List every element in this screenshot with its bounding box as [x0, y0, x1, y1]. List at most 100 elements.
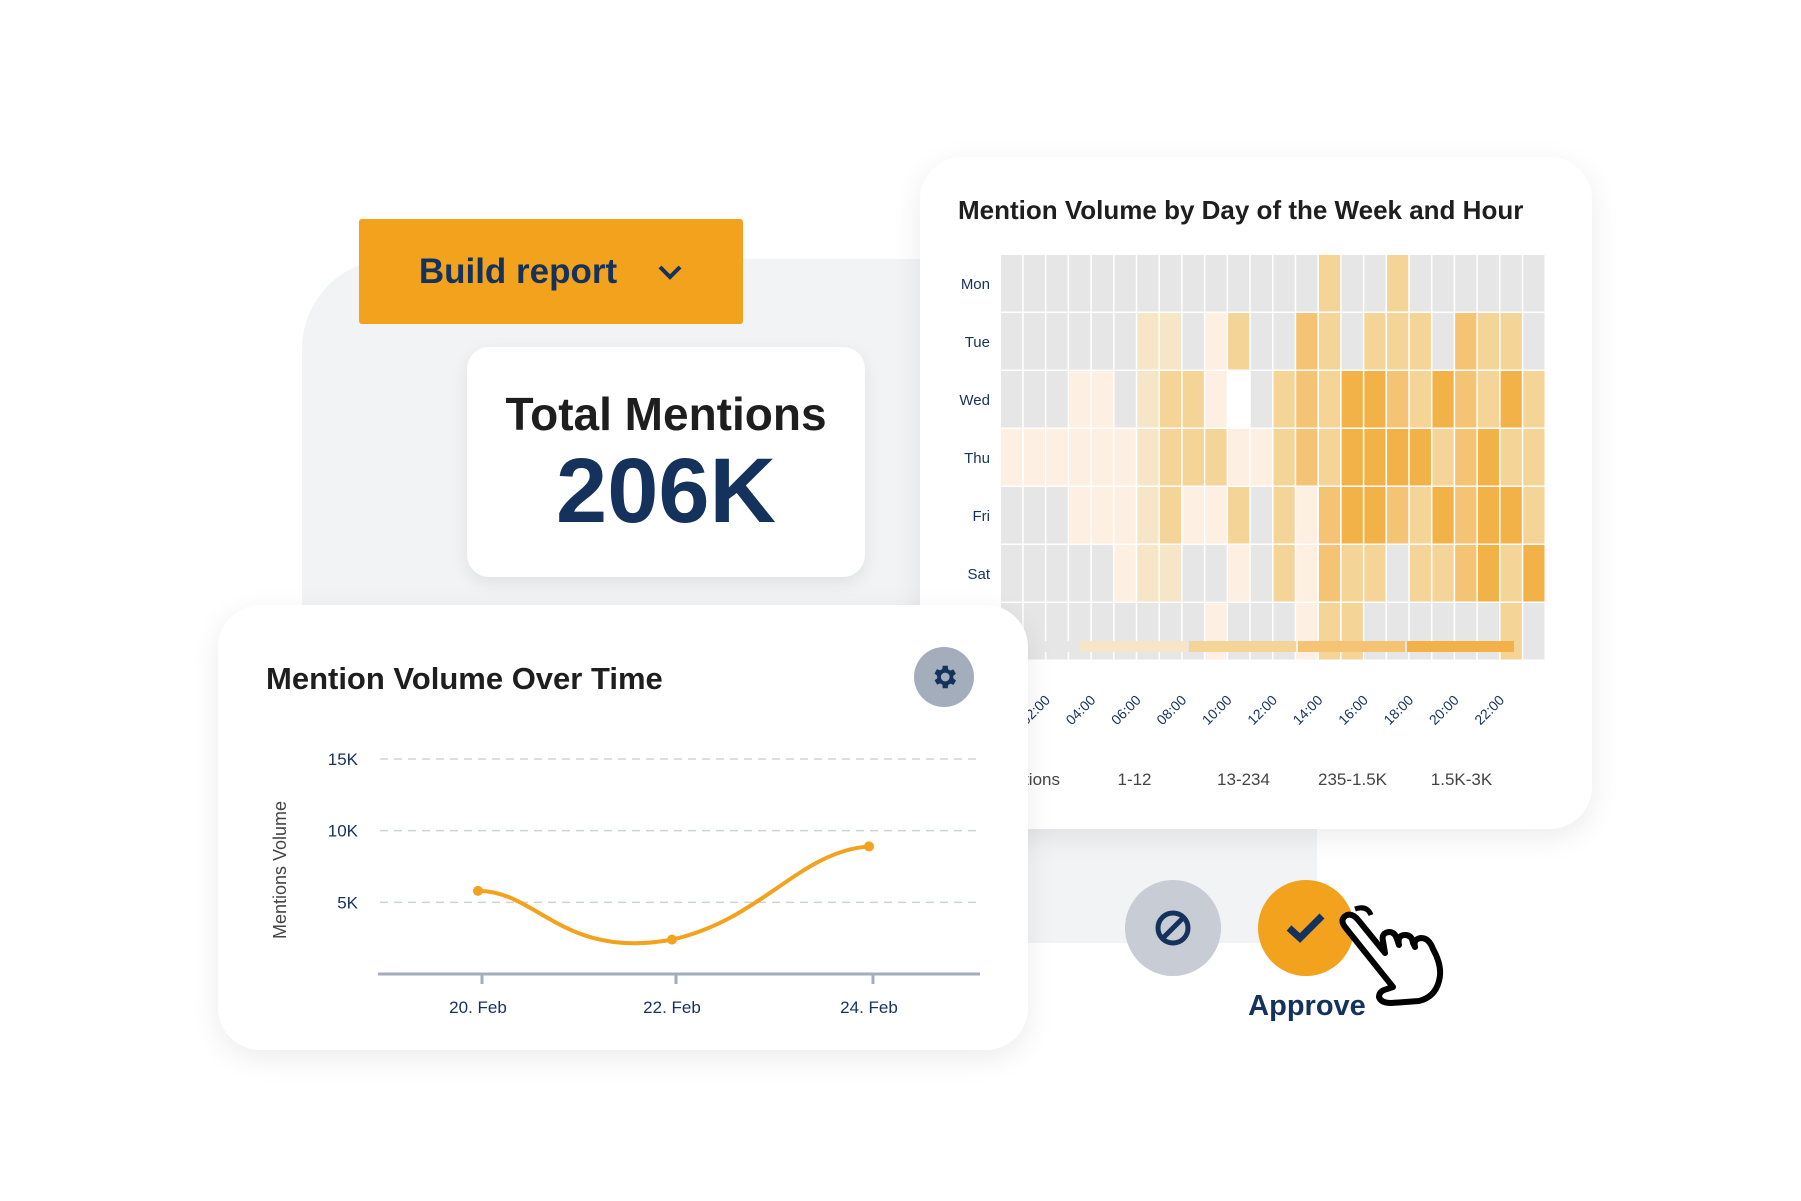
heatmap-cell [1409, 545, 1431, 602]
heatmap-cell [1273, 487, 1295, 544]
heatmap-cell [1523, 487, 1545, 544]
heatmap-cell [1387, 371, 1409, 428]
total-mentions-label: Total Mentions [505, 388, 827, 440]
heatmap-cell [1500, 487, 1522, 544]
heatmap-cell [1273, 545, 1295, 602]
y-axis-label: Mentions Volume [270, 801, 290, 939]
legend-label: 235-1.5K [1318, 770, 1388, 789]
heatmap-cell [1182, 255, 1204, 312]
heatmap-cell [1114, 429, 1136, 486]
heatmap-cell [1159, 313, 1182, 370]
heatmap-cell [1318, 429, 1341, 486]
heatmap-cell [1069, 429, 1091, 486]
heatmap-cell [1387, 487, 1409, 544]
heatmap-cell [1182, 313, 1204, 370]
heatmap-cell [1273, 255, 1295, 312]
heatmap-cell [1273, 371, 1295, 428]
heatmap-cell [1114, 371, 1136, 428]
heatmap-cell [1296, 371, 1318, 428]
heatmap-cell [1341, 429, 1363, 486]
heatmap-cell [1500, 255, 1522, 312]
heatmap-cell [1455, 487, 1477, 544]
heatmap-cell [1523, 545, 1545, 602]
heatmap-card: Mention Volume by Day of the Week and Ho… [920, 157, 1592, 829]
hour-label: 14:00 [1289, 692, 1325, 728]
heatmap-cell [1387, 255, 1409, 312]
total-mentions-card: Total Mentions 206K [467, 347, 865, 577]
heatmap-cell [1296, 255, 1318, 312]
heatmap-cell [1523, 371, 1545, 428]
heatmap-cell [1023, 255, 1045, 312]
heatmap-cell [1001, 313, 1023, 370]
heatmap-cell [1046, 313, 1068, 370]
x-tick-label: 20. Feb [449, 998, 507, 1017]
approve-button[interactable] [1258, 880, 1354, 976]
heatmap-cell [1318, 545, 1341, 602]
heatmap-cell [1091, 429, 1114, 486]
y-tick-label: 10K [328, 822, 359, 841]
heatmap-cell [1182, 371, 1204, 428]
heatmap-cell [1364, 313, 1386, 370]
hour-label: 18:00 [1380, 692, 1416, 728]
legend-label: 1.5K-3K [1431, 770, 1493, 789]
heatmap-cell [1318, 313, 1341, 370]
heatmap-cell [1318, 255, 1341, 312]
heatmap-cell [1432, 487, 1454, 544]
heatmap-cell [1228, 255, 1250, 312]
heatmap-cell [1409, 313, 1431, 370]
heatmap-cell [1500, 371, 1522, 428]
legend-label: 1-12 [1117, 770, 1151, 789]
day-label: Mon [961, 276, 990, 293]
heatmap-cell [1069, 313, 1091, 370]
day-label: Sat [967, 566, 990, 583]
heatmap-cell [1409, 487, 1431, 544]
heatmap-cell [1523, 429, 1545, 486]
block-icon [1155, 910, 1191, 946]
settings-button[interactable] [914, 647, 974, 707]
day-label: Tue [965, 334, 990, 351]
heatmap-cell [1432, 371, 1454, 428]
heatmap-cell [1001, 429, 1023, 486]
hour-label: 08:00 [1153, 692, 1189, 728]
heatmap-title: Mention Volume by Day of the Week and Ho… [958, 195, 1524, 225]
hour-label: 10:00 [1199, 692, 1235, 728]
heatmap-cell [1205, 429, 1227, 486]
heatmap-cell [1318, 487, 1341, 544]
heatmap-cell [1341, 255, 1363, 312]
heatmap-cell [1341, 313, 1363, 370]
heatmap-cell [1046, 545, 1068, 602]
heatmap-cell [1114, 255, 1136, 312]
heatmap-cell [1046, 255, 1068, 312]
legend-label: 13-234 [1217, 770, 1270, 789]
heatmap-cell [1205, 371, 1227, 428]
heatmap-cell [1182, 429, 1204, 486]
heatmap-cell [1159, 371, 1182, 428]
heatmap-cell [1250, 545, 1272, 602]
heatmap-cell [1296, 429, 1318, 486]
heatmap-cell [1114, 545, 1136, 602]
heatmap-cell [1182, 487, 1204, 544]
heatmap-cell [1069, 371, 1091, 428]
heatmap-cell [1069, 545, 1091, 602]
build-report-button[interactable]: Build report [359, 219, 743, 324]
heatmap-cell [1500, 429, 1522, 486]
day-label: Fri [973, 508, 991, 525]
heatmap-cell [1159, 545, 1182, 602]
hour-label: 16:00 [1335, 692, 1371, 728]
x-tick-label: 24. Feb [840, 998, 898, 1017]
heatmap-cell [1455, 371, 1477, 428]
heatmap-cell [1409, 371, 1431, 428]
heatmap-cell [1364, 429, 1386, 486]
heatmap-cell [1250, 371, 1272, 428]
data-point [473, 885, 483, 896]
heatmap-cell [1500, 313, 1522, 370]
heatmap-cell [1182, 545, 1204, 602]
heatmap-cell [1341, 487, 1363, 544]
cancel-button[interactable] [1125, 880, 1221, 976]
day-label: Thu [964, 450, 990, 467]
hand-pointer-icon [1339, 905, 1444, 1006]
heatmap-cell [1523, 313, 1545, 370]
heatmap-cell [1046, 487, 1068, 544]
heatmap-cell [1273, 429, 1295, 486]
